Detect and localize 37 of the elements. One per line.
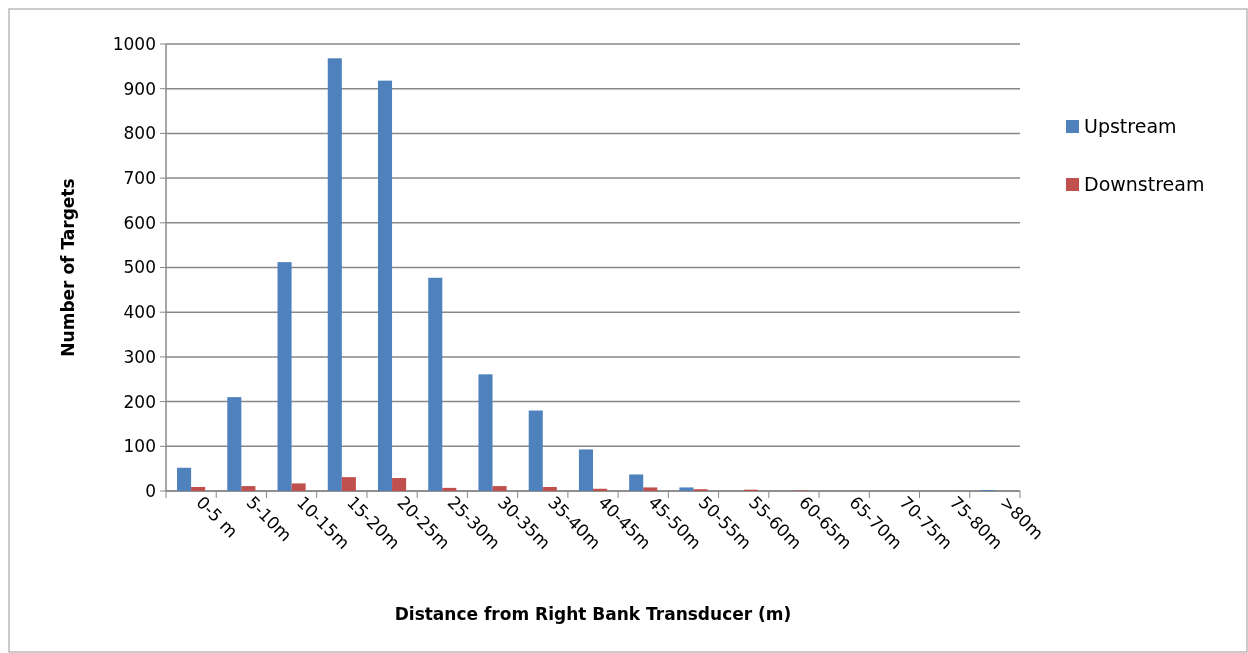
y-tick-label: 600 (123, 212, 156, 233)
y-tick-label: 700 (123, 168, 156, 189)
bar (593, 488, 608, 491)
y-tick-label: 0 (145, 480, 156, 501)
bar (392, 478, 407, 491)
y-tick-label: 800 (123, 123, 156, 144)
bar (377, 80, 393, 491)
bar (291, 483, 306, 491)
bar (191, 486, 206, 491)
bar (428, 277, 443, 491)
x-axis-title: Distance from Right Bank Transducer (m) (394, 604, 792, 624)
y-axis-title: Number of Targets (58, 178, 78, 357)
y-tick-label: 400 (123, 302, 156, 323)
bar (277, 262, 292, 491)
y-tick-label: 500 (123, 257, 156, 278)
bar (629, 474, 644, 491)
legend-label: Downstream (1084, 172, 1205, 195)
bar (341, 477, 356, 491)
legend-label: Upstream (1084, 114, 1177, 137)
bar (478, 374, 493, 491)
bar (679, 487, 694, 491)
y-tick-label: 1000 (112, 33, 156, 54)
y-tick-label: 900 (123, 78, 156, 99)
bar (241, 486, 256, 491)
bar (227, 397, 242, 491)
y-tick-label: 300 (123, 346, 156, 367)
bar (643, 487, 658, 491)
bar (177, 467, 192, 491)
x-tick-label: 0-5 m (192, 492, 242, 542)
bar (578, 449, 593, 491)
y-tick-label: 100 (123, 436, 156, 457)
bar (442, 487, 457, 491)
bar (327, 58, 342, 491)
bar (528, 410, 543, 491)
bar (542, 486, 557, 491)
y-tick-label: 200 (123, 391, 156, 412)
bar (492, 486, 507, 491)
